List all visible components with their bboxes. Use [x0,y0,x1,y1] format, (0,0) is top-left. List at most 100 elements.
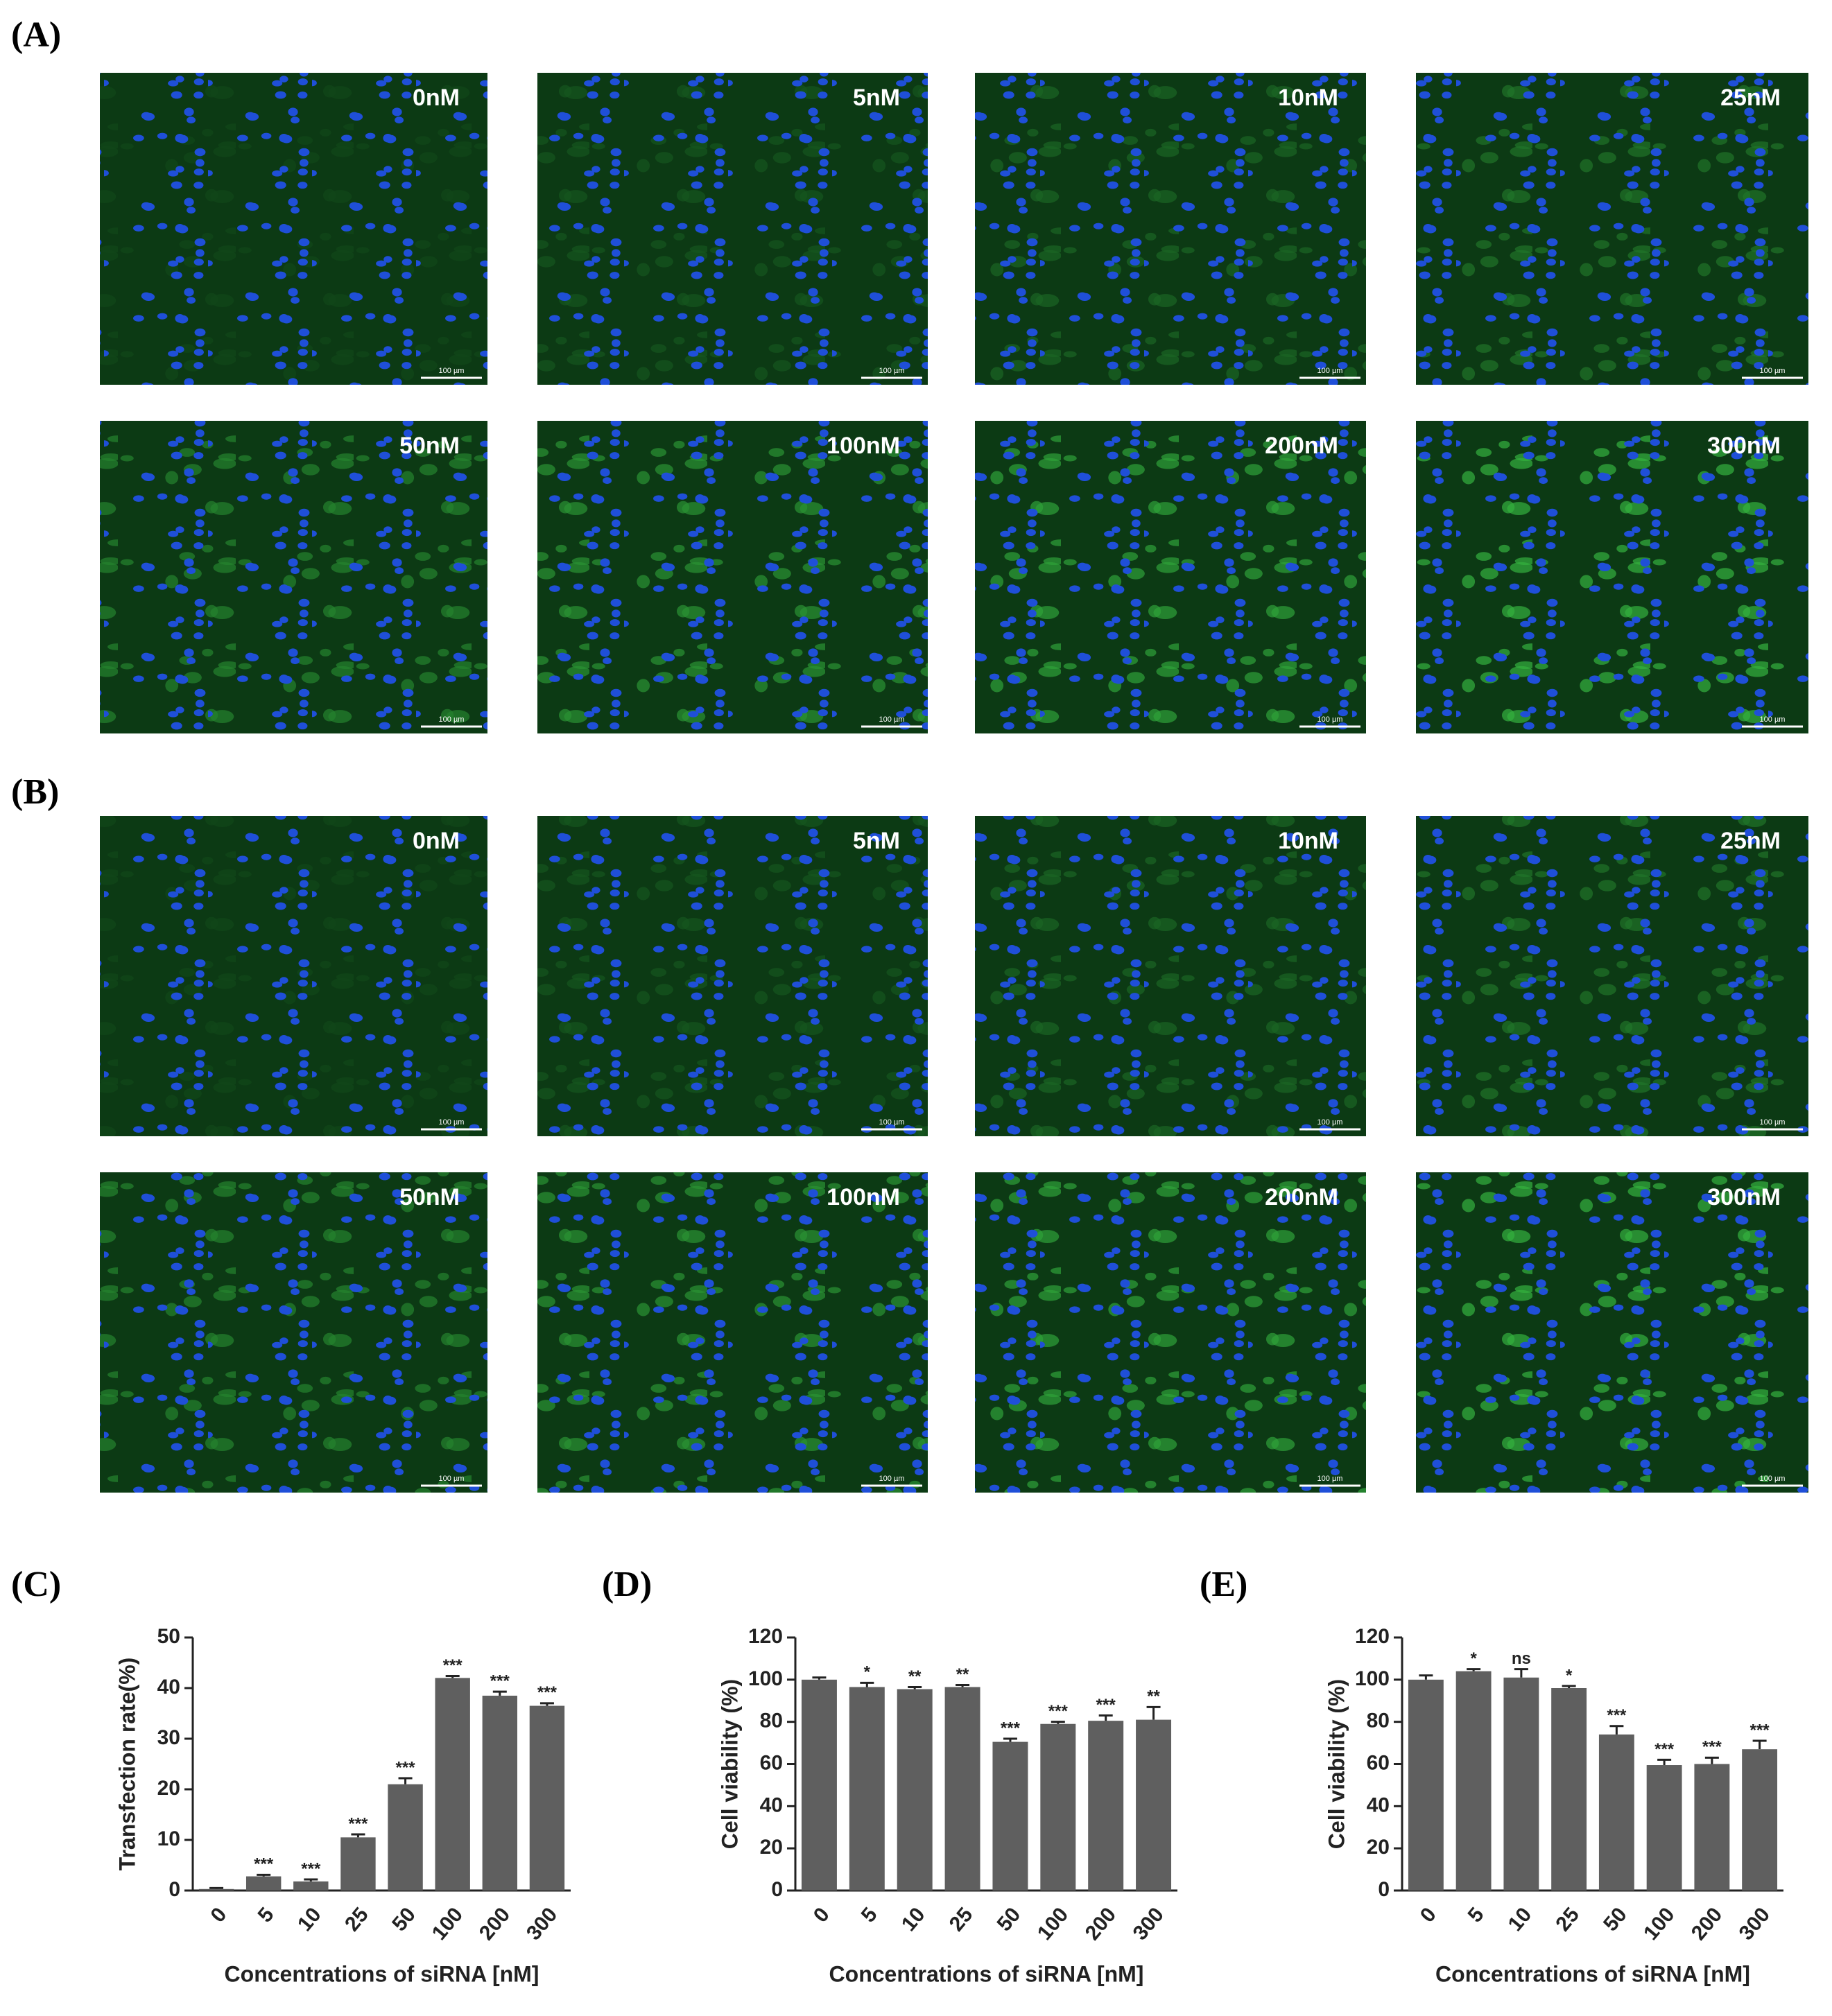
scale-bar-label: 100 µm [879,1475,905,1483]
y-tick-label: 20 [760,1836,783,1859]
x-tick-label: 300 [522,1903,562,1945]
x-tick-label: 25 [1551,1903,1584,1936]
significance: *** [1607,1706,1627,1725]
bar [1088,1721,1124,1891]
bar [388,1784,423,1891]
panel-label: (D) [602,1565,652,1604]
x-tick-label: 300 [1129,1903,1168,1945]
y-axis-label: Cell viability (%) [717,1679,742,1849]
significance: *** [348,1814,368,1833]
bar [1694,1764,1730,1891]
scale-bar-label: 100 µm [439,367,465,375]
y-tick-label: 60 [1367,1751,1390,1774]
x-tick-label: 100 [1033,1903,1073,1945]
y-tick-label: 120 [1355,1625,1390,1648]
x-tick-label: 10 [1504,1903,1537,1936]
nuclei [975,73,1366,385]
significance: *** [443,1656,463,1675]
y-tick-label: 50 [157,1625,180,1648]
y-axis-label: Cell viability (%) [1324,1679,1349,1849]
x-tick-label: 200 [475,1903,515,1945]
x-tick-label: 50 [1599,1903,1632,1936]
y-tick-label: 120 [748,1625,783,1648]
significance: *** [1048,1702,1069,1721]
panel-label: (E) [1200,1565,1247,1604]
significance: *** [1654,1740,1675,1759]
significance: ** [956,1665,969,1684]
significance: ** [908,1667,922,1686]
image-label: 10nM [1278,828,1338,854]
y-axis-label: Transfection rate(%) [114,1658,139,1871]
x-tick-label: 5 [857,1903,882,1927]
y-tick-label: 80 [1367,1710,1390,1732]
nuclei [537,73,928,385]
panel-label: (A) [11,15,61,55]
panel-label: (C) [11,1565,61,1604]
image-label: 50nM [399,433,460,459]
image-label: 5nM [853,85,900,111]
significance: *** [301,1859,321,1878]
nuclei [975,421,1366,733]
significance: *** [254,1855,274,1874]
scale-bar-label: 100 µm [439,1475,465,1483]
scale-bar-label: 100 µm [1317,715,1343,724]
y-tick-label: 20 [1367,1836,1390,1859]
nuclei [1416,421,1808,733]
significance: *** [490,1671,510,1690]
x-tick-label: 10 [293,1903,326,1936]
bar [245,1876,282,1891]
scale-bar-label: 100 µm [1760,1118,1786,1127]
scale-bar-label: 100 µm [1317,1475,1343,1483]
x-tick-label: 0 [206,1903,231,1927]
nuclei [100,421,487,733]
x-tick-label: 100 [1639,1903,1679,1945]
significance: ** [1147,1687,1160,1706]
bar [944,1687,980,1891]
x-tick-label: 25 [945,1903,978,1936]
x-tick-label: 25 [340,1903,373,1936]
x-tick-label: 0 [809,1903,834,1927]
bar [992,1741,1028,1891]
y-tick-label: 40 [1367,1793,1390,1816]
bar [1503,1677,1539,1891]
significance: *** [1096,1696,1116,1714]
nuclei [100,73,487,385]
y-tick-label: 30 [157,1726,180,1749]
nuclei [537,816,928,1136]
image-label: 50nM [399,1184,460,1210]
y-tick-label: 80 [760,1710,783,1732]
nuclei [975,816,1366,1136]
bar [435,1678,470,1891]
image-label: 200nM [1265,433,1338,459]
bar [529,1705,565,1891]
x-tick-label: 5 [1464,1903,1489,1927]
scale-bar-label: 100 µm [1760,715,1786,724]
x-tick-label: 100 [428,1903,467,1945]
y-tick-label: 60 [760,1751,783,1774]
nuclei [537,1172,928,1493]
bar [849,1687,885,1891]
significance: *** [1001,1719,1021,1737]
image-label: 10nM [1278,85,1338,111]
y-tick-label: 10 [157,1827,180,1850]
nuclei [1416,816,1808,1136]
y-tick-label: 0 [168,1878,180,1901]
scale-bar-label: 100 µm [879,367,905,375]
significance: * [1566,1666,1573,1685]
scale-bar-label: 100 µm [1760,367,1786,375]
bar [198,1888,234,1891]
nuclei [1416,73,1808,385]
y-tick-label: 100 [1355,1667,1390,1690]
image-label: 300nM [1707,1184,1781,1210]
image-label: 100nM [827,433,900,459]
x-tick-label: 300 [1735,1903,1774,1945]
bar [1408,1679,1444,1891]
significance: ns [1512,1649,1531,1668]
x-tick-label: 0 [1416,1903,1441,1927]
significance: *** [537,1683,558,1702]
y-tick-label: 0 [771,1878,783,1901]
image-label: 25nM [1720,828,1781,854]
x-tick-label: 50 [993,1903,1026,1936]
x-tick-label: 200 [1687,1903,1727,1945]
nuclei [100,1172,487,1493]
